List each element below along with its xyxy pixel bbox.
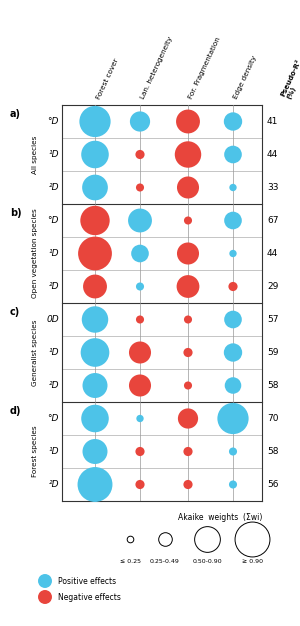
- Text: ¹D: ¹D: [49, 447, 59, 456]
- Text: 44: 44: [267, 249, 278, 258]
- Text: ²D: ²D: [49, 282, 59, 291]
- Text: d): d): [10, 406, 22, 416]
- Point: [138, 249, 142, 259]
- Point: [231, 414, 236, 424]
- Point: [186, 249, 190, 259]
- Point: [93, 150, 98, 160]
- Text: Negative effects: Negative effects: [58, 592, 121, 602]
- Point: [43, 592, 47, 602]
- Point: [93, 347, 98, 357]
- Point: [186, 282, 190, 292]
- Point: [231, 446, 236, 456]
- Point: [93, 183, 98, 193]
- Text: Edge density: Edge density: [233, 54, 258, 100]
- Text: 58: 58: [267, 447, 278, 456]
- Point: [231, 183, 236, 193]
- Point: [186, 480, 190, 490]
- Point: [231, 249, 236, 259]
- Text: ¹D: ¹D: [49, 249, 59, 258]
- Point: [138, 314, 142, 324]
- Text: 0D: 0D: [46, 315, 59, 324]
- Text: ≤ 0.25: ≤ 0.25: [119, 559, 140, 564]
- Point: [93, 215, 98, 225]
- Text: 44: 44: [267, 150, 278, 159]
- Text: ¹D: ¹D: [49, 150, 59, 159]
- Point: [186, 381, 190, 391]
- Text: 56: 56: [267, 480, 278, 489]
- Point: [231, 116, 236, 126]
- Text: °D: °D: [48, 117, 59, 126]
- Point: [93, 314, 98, 324]
- Point: [186, 215, 190, 225]
- Point: [138, 347, 142, 357]
- Point: [186, 347, 190, 357]
- Text: b): b): [10, 208, 22, 218]
- Text: Open vegetation species: Open vegetation species: [32, 208, 38, 299]
- Text: 0.50-0.90: 0.50-0.90: [192, 559, 222, 564]
- Text: Pseudo-R²
(%): Pseudo-R² (%): [280, 58, 300, 100]
- Point: [138, 215, 142, 225]
- Point: [93, 446, 98, 456]
- Point: [93, 116, 98, 126]
- Text: For. Fragmentation: For. Fragmentation: [188, 36, 222, 100]
- Point: [231, 347, 236, 357]
- Text: 0.25-0.49: 0.25-0.49: [150, 559, 180, 564]
- Text: ¹D: ¹D: [49, 348, 59, 357]
- Text: 57: 57: [267, 315, 278, 324]
- Point: [250, 534, 254, 544]
- Text: 59: 59: [267, 348, 278, 357]
- Text: All species: All species: [32, 135, 38, 173]
- Text: 33: 33: [267, 183, 278, 192]
- Point: [138, 116, 142, 126]
- Text: Forest cover: Forest cover: [95, 57, 119, 100]
- Point: [138, 381, 142, 391]
- Text: 67: 67: [267, 216, 278, 225]
- Point: [138, 183, 142, 193]
- Point: [186, 446, 190, 456]
- Text: Lan. heterogeneity: Lan. heterogeneity: [140, 36, 174, 100]
- Text: 29: 29: [267, 282, 278, 291]
- Text: Forest species: Forest species: [32, 426, 38, 477]
- Text: 70: 70: [267, 414, 278, 423]
- Point: [93, 381, 98, 391]
- Text: Generalist species: Generalist species: [32, 319, 38, 386]
- Text: 58: 58: [267, 381, 278, 390]
- Point: [231, 480, 236, 490]
- Text: a): a): [10, 109, 21, 119]
- Point: [186, 414, 190, 424]
- Point: [186, 183, 190, 193]
- Text: ²D: ²D: [49, 183, 59, 192]
- Point: [93, 414, 98, 424]
- Text: ²D: ²D: [49, 480, 59, 489]
- Point: [93, 249, 98, 259]
- Point: [138, 150, 142, 160]
- Point: [138, 414, 142, 424]
- Text: Akaike  weights  (Σwi): Akaike weights (Σwi): [178, 513, 262, 522]
- Text: Positive effects: Positive effects: [58, 577, 116, 585]
- Point: [93, 480, 98, 490]
- Point: [231, 150, 236, 160]
- Text: °D: °D: [48, 414, 59, 423]
- Point: [231, 314, 236, 324]
- Point: [93, 282, 98, 292]
- Text: c): c): [10, 307, 20, 317]
- Point: [186, 116, 190, 126]
- Point: [205, 534, 209, 544]
- Point: [43, 576, 47, 586]
- Text: °D: °D: [48, 216, 59, 225]
- Text: 41: 41: [267, 117, 278, 126]
- Point: [128, 534, 132, 544]
- Point: [138, 282, 142, 292]
- Text: ≥ 0.90: ≥ 0.90: [242, 559, 262, 564]
- Point: [138, 480, 142, 490]
- Text: ²D: ²D: [49, 381, 59, 390]
- Point: [186, 314, 190, 324]
- Point: [231, 215, 236, 225]
- Point: [138, 446, 142, 456]
- Point: [231, 282, 236, 292]
- Point: [163, 534, 167, 544]
- Point: [231, 381, 236, 391]
- Point: [186, 150, 190, 160]
